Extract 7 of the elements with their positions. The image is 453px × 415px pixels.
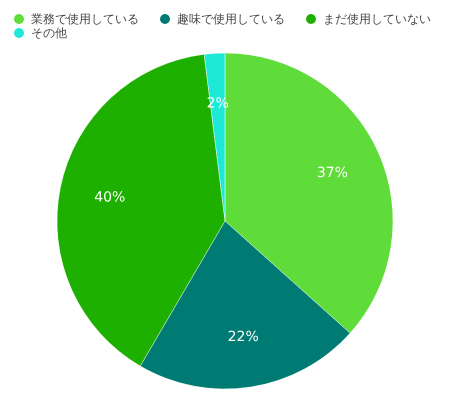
data-label: 37% (316, 165, 348, 182)
legend-label: その他 (31, 26, 67, 40)
legend-label: 業務で使用している (31, 12, 139, 26)
data-label: 22% (228, 329, 259, 346)
data-label: 40% (94, 189, 126, 206)
legend-label: 趣味で使用している (177, 12, 285, 26)
legend-label: まだ使用していない (323, 12, 431, 26)
